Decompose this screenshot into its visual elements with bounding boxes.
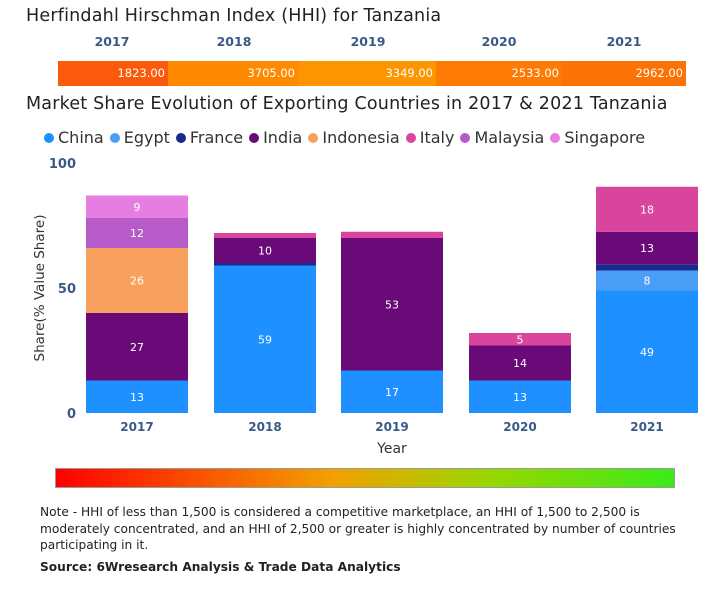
hhi-gradient-scale — [55, 468, 675, 488]
legend-marker-icon — [175, 132, 186, 143]
data-label-india-2021: 13 — [640, 242, 654, 255]
data-label-india-2019: 53 — [385, 298, 399, 311]
legend-item-egypt[interactable]: Egypt — [109, 128, 170, 147]
x-tick-label-2019: 2019 — [375, 420, 408, 434]
hhi-bar: 1823.00 3705.00 3349.00 2533.00 2962.00 — [58, 61, 686, 86]
bar-italy-2018 — [214, 233, 316, 238]
bar-india-2018 — [214, 238, 316, 263]
x-tick-label-2021: 2021 — [630, 420, 663, 434]
hhi-cell-2018: 3705.00 — [168, 61, 298, 86]
bar-china-2021 — [596, 290, 698, 413]
legend-item-singapore[interactable]: Singapore — [550, 128, 645, 147]
hhi-cell-2021: 2962.00 — [562, 61, 686, 86]
hhi-year-2019: 2019 — [350, 34, 386, 49]
source-text: Source: 6Wresearch Analysis & Trade Data… — [40, 560, 401, 574]
data-label-china-2018: 59 — [258, 333, 272, 346]
y-tick-label-100: 100 — [49, 157, 76, 172]
x-tick-label-2017: 2017 — [120, 420, 153, 434]
legend-marker-icon — [308, 132, 319, 143]
hhi-title: Herfindahl Hirschman Index (HHI) for Tan… — [26, 6, 442, 26]
bar-india-2017 — [86, 313, 188, 381]
hhi-cell-2020: 2533.00 — [436, 61, 562, 86]
bar-china-2019 — [341, 370, 443, 413]
data-label-italy-2020: 5 — [517, 333, 524, 346]
legend-item-malaysia[interactable]: Malaysia — [460, 128, 544, 147]
hhi-year-2021: 2021 — [606, 34, 642, 49]
hhi-note: Note - HHI of less than 1,500 is conside… — [40, 505, 676, 552]
legend-item-italy[interactable]: Italy — [405, 128, 455, 147]
stacked-bar-chart: Share(% Value Share) 0 50 100 13 27 26 12 9 2017 5… — [32, 157, 698, 457]
data-label-china-2020: 13 — [513, 391, 527, 404]
bar-italy-2021 — [596, 186, 698, 232]
data-label-india-2020: 14 — [513, 357, 527, 370]
hhi-value-2019: 3349.00 — [385, 66, 433, 80]
legend-item-france[interactable]: France — [175, 128, 244, 147]
hhi-year-2020: 2020 — [481, 34, 517, 49]
bar-egypt-2021 — [596, 270, 698, 291]
legend-marker-icon — [44, 132, 54, 143]
bar-italy-2019 — [341, 231, 443, 238]
legend-item-india[interactable]: India — [249, 128, 302, 147]
x-tick-label-2020: 2020 — [503, 420, 536, 434]
legend-item-china[interactable]: China — [44, 128, 104, 147]
legend-marker-icon — [249, 132, 260, 143]
data-label-indonesia-2017: 26 — [130, 275, 144, 288]
hhi-cell-2019: 3349.00 — [298, 61, 436, 86]
legend-label: Egypt — [123, 128, 170, 147]
legend-marker-icon — [109, 132, 120, 143]
x-axis-label: Year — [376, 441, 407, 457]
data-label-china-2017: 13 — [130, 391, 144, 404]
bar-singapore-2017 — [86, 195, 188, 218]
chart-legend: China Egypt France India Indonesia Italy Malay… — [44, 128, 651, 147]
data-label-china-2019: 17 — [385, 386, 399, 399]
y-tick-label-50: 50 — [58, 282, 76, 297]
data-label-india-2017: 27 — [130, 341, 144, 354]
legend-marker-icon — [405, 132, 416, 143]
hhi-value-2020: 2533.00 — [511, 66, 559, 80]
y-axis-label: Share(% Value Share) — [32, 215, 48, 362]
bar-china-2020 — [469, 380, 571, 413]
chart-title: Market Share Evolution of Exporting Coun… — [26, 94, 668, 114]
bar-china-2017 — [86, 380, 188, 413]
data-label-malaysia-2017: 12 — [130, 227, 144, 240]
hhi-year-2018: 2018 — [216, 34, 252, 49]
data-label-singapore-2017: 9 — [134, 201, 141, 214]
hhi-value-2018: 3705.00 — [247, 66, 295, 80]
bar-india-2019 — [341, 238, 443, 371]
hhi-value-2021: 2962.00 — [635, 66, 683, 80]
data-label-india-2018: 10 — [258, 245, 272, 258]
legend-label: India — [263, 128, 303, 147]
hhi-value-2017: 1823.00 — [117, 66, 165, 80]
y-tick-label-0: 0 — [67, 407, 76, 422]
legend-label: Italy — [419, 128, 455, 147]
bar-france-2018 — [214, 263, 316, 266]
legend-label: France — [189, 128, 244, 147]
bar-india-2020 — [469, 345, 571, 381]
data-label-italy-2021: 18 — [640, 203, 654, 216]
x-tick-label-2018: 2018 — [248, 420, 281, 434]
hhi-cell-2017: 1823.00 — [58, 61, 168, 86]
legend-label: Singapore — [564, 128, 646, 147]
legend-item-indonesia[interactable]: Indonesia — [308, 128, 400, 147]
bar-india-2021 — [596, 231, 698, 265]
bar-italy-2020 — [469, 333, 571, 346]
hhi-year-2017: 2017 — [94, 34, 130, 49]
bar-china-2018 — [214, 265, 316, 413]
legend-label: Malaysia — [474, 128, 545, 147]
data-label-egypt-2021: 8 — [644, 275, 651, 288]
legend-label: China — [58, 128, 104, 147]
legend-label: Indonesia — [322, 128, 400, 147]
legend-marker-icon — [550, 132, 561, 143]
bar-france-2021 — [596, 264, 698, 271]
bar-indonesia-2017 — [86, 248, 188, 313]
bar-malaysia-2017 — [86, 218, 188, 248]
legend-marker-icon — [460, 132, 471, 143]
data-label-china-2021: 49 — [640, 346, 654, 359]
hhi-year-header: 2017 2018 2019 2020 2021 — [58, 34, 686, 52]
